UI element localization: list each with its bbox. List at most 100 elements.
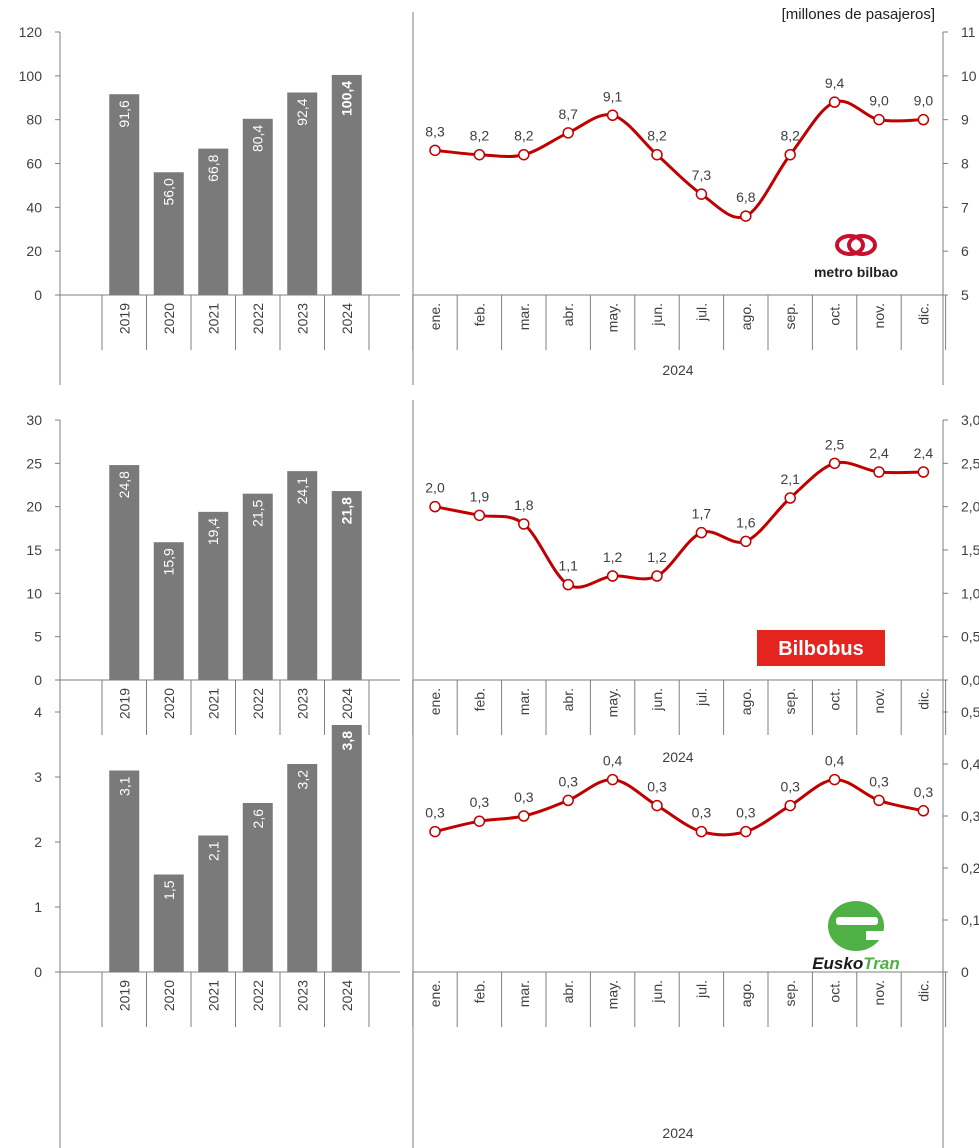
data-label: 1,8: [514, 497, 534, 513]
y-tick-label: 1,5: [961, 542, 979, 558]
data-label: 0,3: [647, 779, 667, 795]
x-tick-label: abr.: [560, 303, 576, 326]
bar-2019: [109, 770, 140, 972]
x-tick-label: mar.: [516, 980, 532, 1007]
data-label: 1,9: [470, 488, 490, 504]
bar-2019: [109, 94, 140, 295]
data-label: 2,5: [825, 436, 845, 452]
x-tick-label: 2019: [116, 688, 132, 719]
svg-text:metro bilbao: metro bilbao: [814, 264, 898, 280]
y-tick-label: 0: [34, 672, 42, 688]
y-tick-label: 0,0: [961, 672, 979, 688]
x-tick-label: oct.: [827, 980, 843, 1003]
bar-2023: [287, 92, 318, 296]
y-tick-label: 60: [26, 156, 42, 172]
data-label: 2,4: [914, 445, 934, 461]
y-tick-label: 11: [961, 24, 976, 40]
data-point-feb.: [473, 815, 486, 827]
y-tick-label: 0,1: [961, 912, 979, 928]
data-label: 8,2: [470, 128, 490, 144]
x-tick-label: feb.: [471, 303, 487, 326]
data-label: 8,3: [425, 123, 445, 139]
data-point-mar.: [518, 810, 530, 822]
data-label: 0,3: [558, 773, 578, 789]
x-tick-label: jun.: [649, 688, 665, 712]
bar-2022: [242, 118, 273, 295]
bar-value-label: 21,8: [339, 497, 355, 524]
x-tick-label: may.: [605, 303, 621, 332]
data-label: 9,0: [869, 93, 889, 109]
y-tick-label: 2,0: [961, 499, 979, 515]
bar-2020: [153, 542, 184, 680]
bar-value-label: 91,6: [116, 100, 132, 127]
x-tick-label: 2022: [250, 980, 266, 1011]
data-point-oct.: [828, 773, 841, 786]
y-tick-label: 20: [26, 243, 42, 259]
bar-value-label: 100,4: [339, 81, 355, 116]
x-tick-label: 2023: [294, 980, 310, 1011]
x-tick-label: abr.: [560, 688, 576, 711]
x-tick-label: nov.: [871, 980, 887, 1005]
bar-value-label: 21,5: [250, 499, 266, 526]
bar-2022: [242, 493, 273, 680]
data-point-mar.: [518, 148, 530, 161]
x-tick-label: oct.: [827, 688, 843, 711]
data-label: 0,4: [825, 753, 845, 769]
data-point-sep.: [784, 148, 796, 161]
x-tick-label: may.: [605, 688, 621, 717]
y-tick-label: 2: [34, 834, 42, 850]
data-label: 8,2: [514, 128, 534, 144]
y-tick-label: 100: [19, 68, 43, 84]
bar-2022: [242, 803, 273, 972]
line-chart-1: 5 6 7 8 9 10 11 8,3 ene. 8,2 feb. 8,2 mar. 8,7 abr. 9,1…: [412, 12, 977, 385]
data-label: 2,1: [780, 471, 800, 487]
bar-value-label: 3,1: [116, 776, 132, 796]
y-tick-label: 40: [26, 199, 42, 215]
x-tick-label: jul.: [693, 980, 709, 999]
data-point-jun.: [651, 570, 663, 582]
x-tick-label: 2024: [339, 303, 355, 334]
bar-2023: [287, 471, 318, 680]
data-point-ago.: [740, 535, 752, 548]
bar-2021: [198, 148, 229, 295]
data-label: 6,8: [736, 189, 756, 205]
bar-value-label: 80,4: [250, 125, 266, 152]
series-line: [434, 99, 924, 219]
x-tick-label: feb.: [471, 688, 487, 711]
series-line: [434, 460, 924, 589]
data-label: 1,6: [736, 514, 756, 530]
x-axis-title: 2024: [662, 1125, 693, 1141]
bar-value-label: 2,1: [205, 841, 221, 861]
data-point-abr.: [562, 578, 574, 591]
unit-label: [millones de pasajeros]: [781, 6, 935, 23]
x-tick-label: 2022: [250, 303, 266, 334]
line-chart-3: 0 0,1 0,2 0,3 0,4 0,5 0,3 ene. 0,3 feb. 0,3 mar. 0,3…: [412, 692, 979, 1148]
data-label: 9,1: [603, 88, 623, 104]
y-tick-label: 120: [19, 24, 43, 40]
data-point-nov.: [873, 113, 885, 126]
x-tick-label: jul.: [693, 688, 709, 707]
data-point-feb.: [473, 148, 486, 161]
data-label: 7,3: [692, 167, 712, 183]
x-tick-label: oct.: [827, 303, 843, 326]
y-tick-label: 25: [26, 455, 42, 471]
y-tick-label: 30: [26, 412, 42, 428]
y-tick-label: 4: [34, 704, 42, 720]
data-point-ago.: [740, 825, 752, 838]
bar-value-label: 3,8: [339, 731, 355, 751]
y-tick-label: 8: [961, 156, 969, 172]
y-tick-label: 0,5: [961, 704, 979, 720]
bar-value-label: 24,8: [116, 471, 132, 498]
svg-text:Bilbobus: Bilbobus: [778, 638, 864, 660]
bar-value-label: 66,8: [205, 154, 221, 181]
x-tick-label: 2021: [205, 980, 221, 1011]
data-point-jun.: [651, 148, 663, 161]
bar-2021: [198, 835, 229, 972]
x-tick-label: 2021: [205, 303, 221, 334]
x-tick-label: 2024: [339, 980, 355, 1011]
y-tick-label: 0,4: [961, 756, 979, 772]
x-tick-label: 2020: [161, 303, 177, 334]
y-tick-label: 0,5: [961, 629, 979, 645]
y-tick-label: 10: [961, 68, 977, 84]
